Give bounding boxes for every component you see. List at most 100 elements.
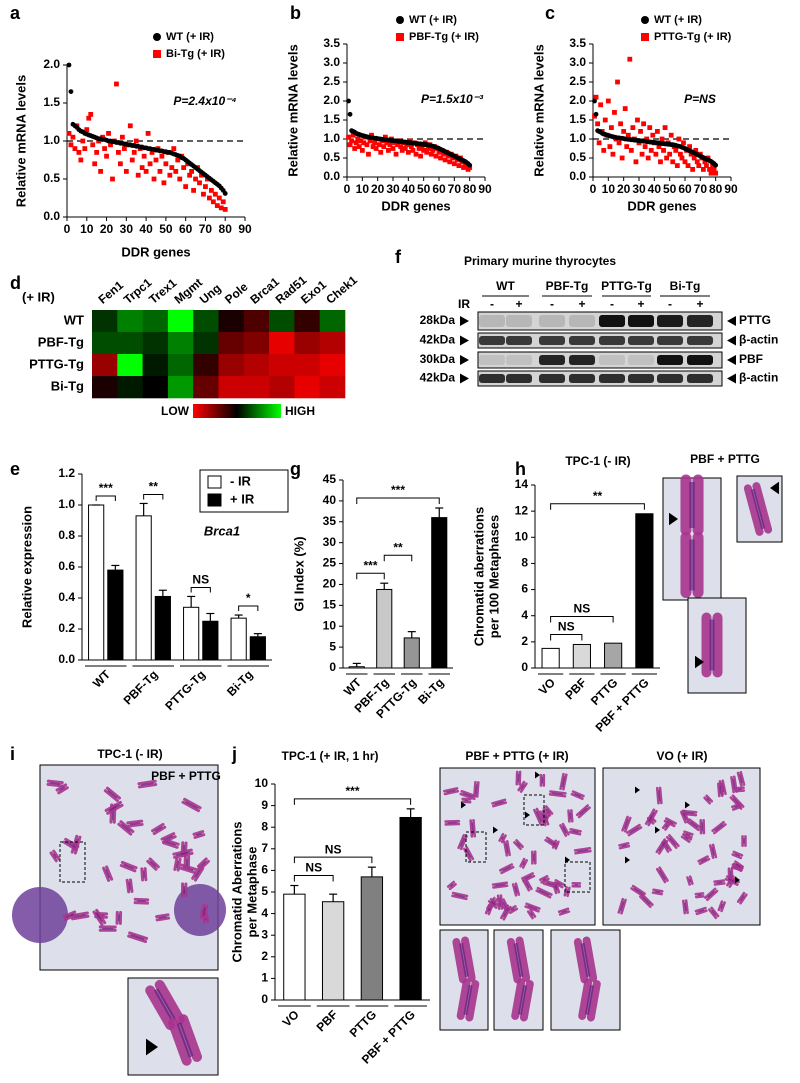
chromosome xyxy=(49,849,61,863)
chromatid xyxy=(103,789,119,803)
x-tick-label: 10 xyxy=(602,182,616,196)
data-point xyxy=(92,161,98,167)
data-point xyxy=(88,112,94,117)
chart-title: Brca1 xyxy=(204,523,240,538)
data-point xyxy=(369,132,374,138)
chromatid xyxy=(540,877,550,884)
y-tick-label: 25 xyxy=(323,556,337,570)
comparison-label: NS xyxy=(574,602,591,616)
heatmap-cell xyxy=(117,310,143,333)
comparison-bracket xyxy=(356,572,385,580)
chromosome xyxy=(741,835,747,847)
chromatid xyxy=(514,882,521,896)
blot-band xyxy=(506,336,532,345)
chromosome xyxy=(484,904,493,916)
arrowhead xyxy=(525,811,530,819)
blot-band xyxy=(539,315,565,327)
data-point xyxy=(653,151,659,157)
chromosome xyxy=(655,786,663,805)
heatmap-cell xyxy=(294,332,320,355)
chromatid xyxy=(525,902,541,910)
y-tick-label: 12 xyxy=(515,503,529,517)
x-tick-label: Bi-Tg xyxy=(415,675,447,707)
legend-label: - IR xyxy=(230,473,252,488)
chromosome xyxy=(506,936,531,984)
heatmap-cell xyxy=(117,376,143,399)
x-tick-label: PTTG xyxy=(347,1007,380,1040)
lane-label: - xyxy=(550,297,554,311)
chromosome xyxy=(526,908,537,920)
chromatid xyxy=(661,820,670,830)
y-tick-label: 0.0 xyxy=(58,652,75,666)
x-tick-label: 50 xyxy=(663,182,677,196)
chromatid xyxy=(724,877,739,886)
y-tick-label: 4 xyxy=(521,608,528,622)
chromatid xyxy=(469,819,474,838)
x-tick-label: 60 xyxy=(432,182,446,196)
size-label: 42kDa xyxy=(420,371,456,385)
chromatid xyxy=(668,834,680,848)
group-label: PTTG-Tg xyxy=(601,279,652,293)
chromatid xyxy=(706,889,719,902)
chromatid xyxy=(499,863,514,872)
chromosome xyxy=(197,857,210,871)
data-point xyxy=(447,159,453,165)
chromosome xyxy=(62,910,78,921)
chromatid xyxy=(731,803,741,809)
y-tick-label: 2.0 xyxy=(569,93,586,107)
x-tick-label: 10 xyxy=(356,182,370,196)
chromatid xyxy=(106,803,124,815)
heatmap-cell xyxy=(193,376,219,399)
chromatid xyxy=(199,903,206,919)
heatmap-cell xyxy=(218,332,245,355)
data-point xyxy=(639,151,645,157)
chromatid xyxy=(542,811,548,821)
significance-bracket xyxy=(95,495,116,501)
data-point xyxy=(147,161,153,167)
panel-letter: e xyxy=(10,459,20,479)
y-tick-label: 3.0 xyxy=(323,55,340,69)
heatmap-cell xyxy=(269,354,295,377)
chromatid xyxy=(703,796,712,805)
x-tick-label: 70 xyxy=(694,182,708,196)
data-point xyxy=(467,162,473,168)
blot-band xyxy=(599,336,625,345)
significance-label: * xyxy=(246,591,251,605)
chromosome xyxy=(680,833,693,843)
column-label: Mgmt xyxy=(172,275,206,306)
data-point xyxy=(621,129,627,134)
chromatid xyxy=(457,833,466,850)
chromatid xyxy=(618,844,631,850)
data-point xyxy=(616,140,622,146)
bar xyxy=(183,606,200,661)
chromatid xyxy=(452,938,467,984)
x-tick-label: PTTG-Tg xyxy=(162,667,208,713)
chromosome xyxy=(62,837,80,852)
bar xyxy=(399,816,422,1001)
chromatid xyxy=(117,822,133,836)
x-axis-label: DDR genes xyxy=(121,244,190,259)
chromatid xyxy=(575,804,589,817)
data-point xyxy=(72,146,78,151)
data-point xyxy=(687,144,692,149)
group-label: WT xyxy=(496,279,515,293)
chromosome xyxy=(701,612,723,678)
column-label: Chek1 xyxy=(323,273,360,307)
chromatid-core xyxy=(494,801,504,805)
chromatid-core xyxy=(202,907,206,916)
chromatid-core xyxy=(716,881,723,884)
data-point xyxy=(189,169,194,174)
data-point xyxy=(638,129,643,134)
chromatid xyxy=(183,797,202,810)
image-title: TPC-1 (- IR) xyxy=(97,747,162,761)
heatmap-cell xyxy=(117,354,143,377)
chromatid xyxy=(544,812,551,823)
data-point xyxy=(441,151,446,157)
chromosome xyxy=(162,838,180,849)
comparison-label: ** xyxy=(393,540,403,554)
row-label: PTTG-Tg xyxy=(29,356,84,371)
heatmap-cell xyxy=(218,354,245,377)
chromatid xyxy=(465,846,475,861)
data-point xyxy=(681,140,686,146)
data-point xyxy=(367,138,373,144)
